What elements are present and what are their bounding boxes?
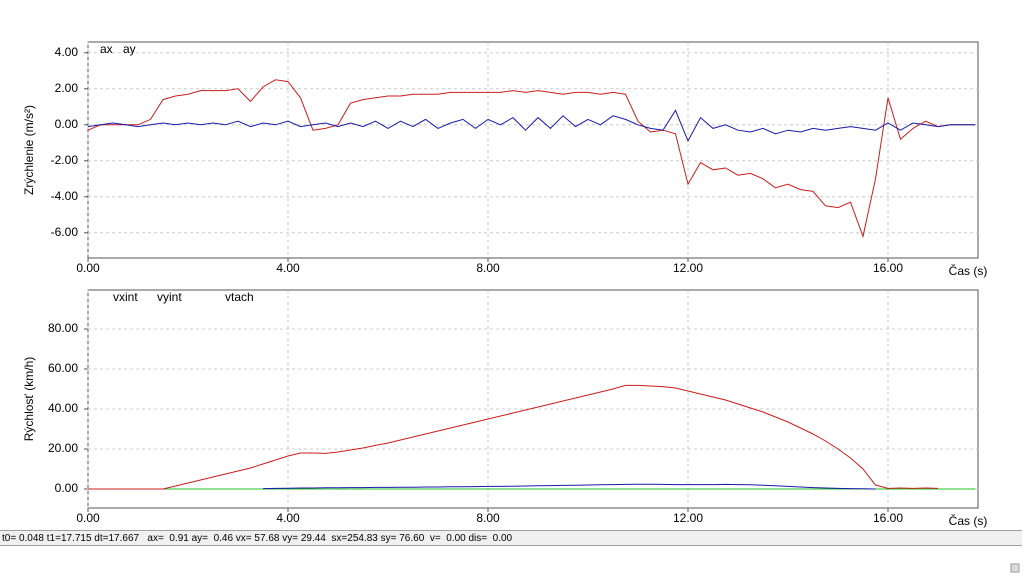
x-tick-label: 0.00: [76, 511, 100, 525]
y-tick-label: 0.00: [55, 481, 79, 495]
y-tick-label: -4.00: [51, 189, 79, 203]
x-tick-label: 0.00: [76, 261, 100, 275]
legend-entry: vtach: [225, 290, 254, 304]
charts: 4.00 2.00 0.00 -2.00 -4.00 -6.00 0.00 4.00 8.00 1…: [22, 41, 988, 528]
y-tick-label: 0.00: [55, 117, 79, 131]
x-tick-label: 4.00: [276, 511, 300, 525]
x-axis-label: Čas (s): [949, 513, 988, 528]
series-line: [262, 483, 876, 490]
y-tick-label: 60.00: [48, 361, 78, 375]
y-tick-label: -2.00: [51, 153, 79, 167]
y-tick-label: 4.00: [55, 45, 79, 59]
y-tick-label: 2.00: [55, 81, 79, 95]
y-axis-label: Zrýchlenie (m/s²): [22, 105, 36, 195]
legend-entry: ay: [123, 42, 136, 56]
x-tick-label: 4.00: [276, 261, 300, 275]
y-tick-label: -6.00: [51, 225, 79, 239]
legend-entry: vyint: [157, 290, 182, 304]
series-line: [87, 109, 976, 143]
series-line: [87, 79, 976, 239]
x-tick-label: 12.00: [673, 511, 703, 525]
y-tick-label: 20.00: [48, 441, 78, 455]
y-axis-label: Rýchlosť (km/h): [22, 357, 36, 442]
x-tick-label: 8.00: [476, 261, 500, 275]
status-bar: t0= 0.048 t1=17.715 dt=17.667 ax= 0.91 a…: [0, 530, 1022, 546]
x-tick-label: 16.00: [873, 511, 903, 525]
series-line: [88, 384, 939, 490]
x-tick-label: 16.00: [873, 261, 903, 275]
y-tick-label: 40.00: [48, 401, 78, 415]
x-axis-label: Čas (s): [949, 263, 988, 278]
resize-icon: [1010, 563, 1020, 573]
plot-area: [87, 41, 979, 259]
legend-entry: vxint: [113, 290, 138, 304]
y-tick-label: 80.00: [48, 321, 78, 335]
legend-entry: ax: [100, 42, 113, 56]
x-tick-label: 8.00: [476, 511, 500, 525]
x-tick-label: 12.00: [673, 261, 703, 275]
